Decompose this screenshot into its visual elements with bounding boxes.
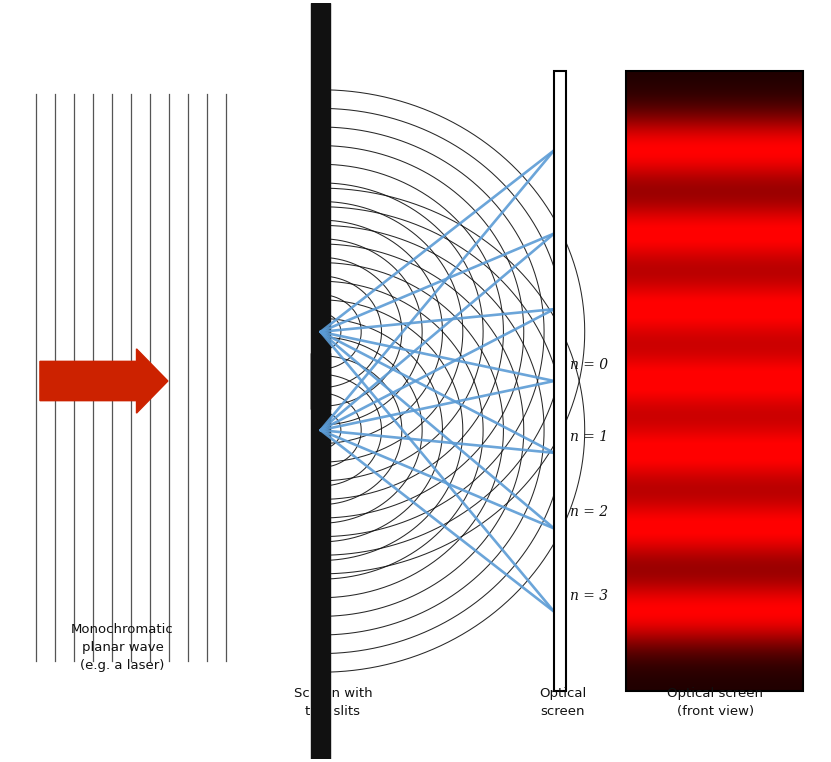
Bar [312, 3, 330, 409]
Bar [312, 353, 330, 409]
Text: n = 3: n = 3 [570, 588, 608, 603]
Text: n = 1: n = 1 [570, 430, 608, 443]
Bar [554, 71, 566, 691]
FancyArrow shape [40, 349, 168, 413]
Text: n = 0: n = 0 [570, 358, 608, 372]
Text: Monochromatic
planar wave
(e.g. a laser): Monochromatic planar wave (e.g. a laser) [71, 623, 174, 672]
Text: Screen with
two slits: Screen with two slits [293, 687, 372, 718]
Text: n = 2: n = 2 [570, 505, 608, 520]
Bar [626, 71, 804, 691]
Bar [312, 353, 330, 759]
Text: Optical
screen: Optical screen [538, 687, 586, 718]
Text: Optical screen
(front view): Optical screen (front view) [667, 687, 763, 718]
